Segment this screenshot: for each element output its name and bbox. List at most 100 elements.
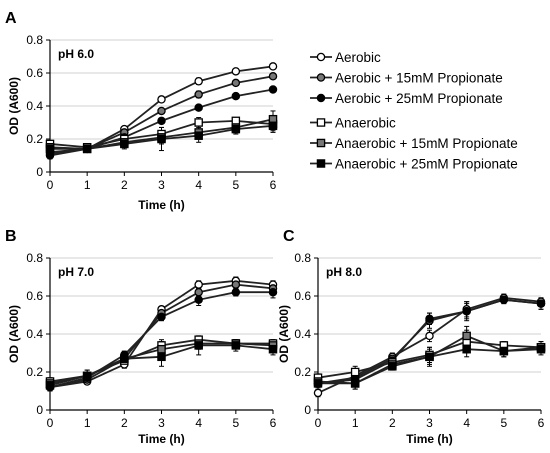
x-tick-label: 6 <box>538 416 545 430</box>
x-tick-label: 6 <box>270 416 277 430</box>
data-point <box>499 295 509 305</box>
legend-item: Anaerobic + 15mM Propionate <box>310 136 518 151</box>
legend-marker <box>316 52 326 62</box>
data-point <box>157 312 166 322</box>
data-point <box>231 287 241 297</box>
data-point <box>157 344 166 354</box>
legend-label: Anaerobic <box>335 116 396 131</box>
x-tick-label: 5 <box>232 416 239 430</box>
data-point <box>231 91 241 101</box>
data-point <box>45 381 55 390</box>
legend-item: Aerobic <box>310 50 381 65</box>
y-tick-label: 0.8 <box>294 251 311 265</box>
x-tick-label: 4 <box>195 416 202 430</box>
y-tick-label: 0.2 <box>294 365 311 379</box>
x-tick-label: 1 <box>84 416 91 430</box>
legend-marker <box>316 118 326 127</box>
y-tick-label: 0 <box>36 165 43 179</box>
ph-annotation: pH 8.0 <box>326 265 362 279</box>
y-tick-label: 0.6 <box>294 289 311 303</box>
x-tick-label: 5 <box>500 416 507 430</box>
data-point <box>194 341 203 350</box>
chart-panel-b: B 0 0.2 0.4 0.6 0.8 0 1 2 3 4 5 6 Time (h) OD (A600) pH… <box>5 228 278 446</box>
legend-marker <box>316 73 326 82</box>
data-point <box>194 90 203 99</box>
data-point <box>231 280 241 289</box>
y-axis-label: OD (A600) <box>7 77 21 135</box>
y-tick-label: 0.8 <box>26 33 43 47</box>
y-tick-label: 0.2 <box>26 132 43 146</box>
y-tick-label: 0.6 <box>26 66 43 80</box>
y-tick-label: 0.2 <box>26 365 43 379</box>
data-point <box>120 139 129 149</box>
panel-letter: C <box>283 228 295 245</box>
data-point <box>350 367 360 377</box>
data-point <box>157 106 166 116</box>
panel-letter: B <box>5 228 17 245</box>
data-point <box>268 344 278 354</box>
data-point <box>499 346 509 356</box>
ph-annotation: pH 7.0 <box>58 265 94 279</box>
x-tick-label: 2 <box>121 416 128 430</box>
data-point <box>231 124 241 134</box>
y-tick-label: 0.8 <box>26 251 43 265</box>
data-point <box>157 95 166 104</box>
x-tick-label: 2 <box>389 416 396 430</box>
data-point <box>268 121 278 131</box>
x-tick-label: 3 <box>426 416 433 430</box>
y-tick-label: 0.6 <box>26 289 43 303</box>
data-point <box>194 118 203 127</box>
data-point <box>425 352 434 362</box>
data-point <box>268 62 278 71</box>
chart-panel-c: C 0 0.2 0.4 0.6 0.8 0 1 2 3 4 5 6 Time (h) OD (A600) pH… <box>277 228 546 446</box>
x-tick-label: 0 <box>47 416 54 430</box>
legend-label: Aerobic + 25mM Propionate <box>335 91 503 106</box>
data-point <box>194 287 203 297</box>
data-point <box>194 77 203 86</box>
data-point <box>120 354 129 363</box>
y-tick-label: 0.4 <box>26 327 43 341</box>
y-axis-label: OD (A600) <box>7 305 21 363</box>
legend-item: Anaerobic <box>310 116 396 131</box>
data-point <box>268 72 278 81</box>
data-point <box>462 344 471 354</box>
legend-marker <box>316 159 326 168</box>
legend-label: Aerobic + 15mM Propionate <box>335 71 503 86</box>
x-tick-label: 3 <box>158 178 165 192</box>
data-point <box>82 371 92 381</box>
y-tick-label: 0.4 <box>294 327 311 341</box>
data-point <box>350 379 360 388</box>
y-axis-label: OD (A600) <box>277 305 291 363</box>
data-point <box>82 144 92 154</box>
data-point <box>425 331 434 341</box>
data-point <box>231 78 241 88</box>
y-tick-label: 0.4 <box>26 99 43 113</box>
data-point <box>388 362 397 371</box>
data-point <box>268 85 278 94</box>
data-point <box>462 306 471 316</box>
data-point <box>194 280 203 289</box>
x-tick-label: 5 <box>232 178 239 192</box>
data-point <box>536 344 546 354</box>
x-tick-label: 4 <box>463 416 470 430</box>
data-point <box>157 134 166 144</box>
data-point <box>157 116 166 126</box>
x-tick-label: 0 <box>315 416 322 430</box>
data-point <box>313 379 323 388</box>
data-point <box>536 299 546 308</box>
data-point <box>194 295 203 305</box>
x-axis-label: Time (h) <box>406 432 452 446</box>
x-tick-label: 3 <box>158 416 165 430</box>
y-tick-label: 0 <box>36 403 43 417</box>
data-point <box>157 352 166 362</box>
data-point <box>462 331 471 341</box>
data-point <box>231 67 241 76</box>
data-point <box>425 314 434 324</box>
x-tick-label: 4 <box>195 178 202 192</box>
y-tick-label: 0 <box>304 403 311 417</box>
data-point <box>194 103 203 112</box>
legend-item: Aerobic + 25mM Propionate <box>310 91 503 106</box>
legend-label: Aerobic <box>335 50 381 65</box>
x-tick-label: 2 <box>121 178 128 192</box>
